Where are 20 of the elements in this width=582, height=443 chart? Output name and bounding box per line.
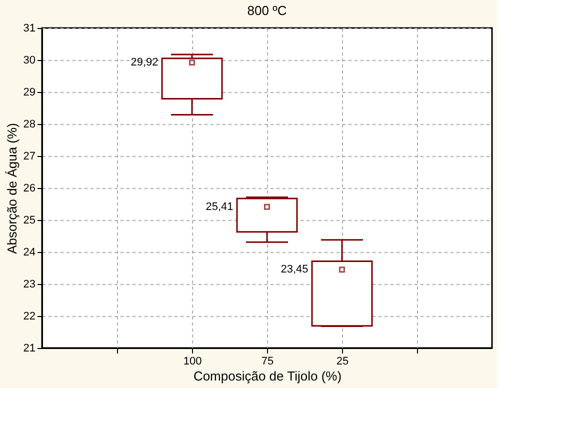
x-tick-label: 100 — [183, 356, 202, 368]
y-tick-label: 28 — [23, 118, 36, 130]
text: 23,45 — [280, 264, 308, 276]
y-tick-label: 26 — [23, 182, 36, 194]
chart-title: 800 ºC — [247, 3, 287, 18]
y-tick-label: 21 — [23, 342, 36, 354]
y-tick-label: 29 — [23, 86, 36, 98]
y-axis-title: Absorção de Água (%) — [4, 123, 20, 254]
y-tick-label: 25 — [23, 214, 36, 226]
y-tick-label: 22 — [23, 310, 36, 322]
y-tick-label: 30 — [23, 54, 36, 66]
y-tick-label: 24 — [23, 246, 36, 258]
x-tick-label: 75 — [261, 356, 274, 368]
y-tick-label: 27 — [23, 150, 36, 162]
text: 25,41 — [206, 200, 234, 213]
y-tick-label: 23 — [23, 278, 36, 290]
text: 29,92 — [130, 56, 158, 69]
x-tick-label: 25 — [336, 356, 349, 368]
y-tick-label: 31 — [23, 22, 36, 34]
x-axis-title: Composição de Tijolo (%) — [193, 368, 342, 384]
